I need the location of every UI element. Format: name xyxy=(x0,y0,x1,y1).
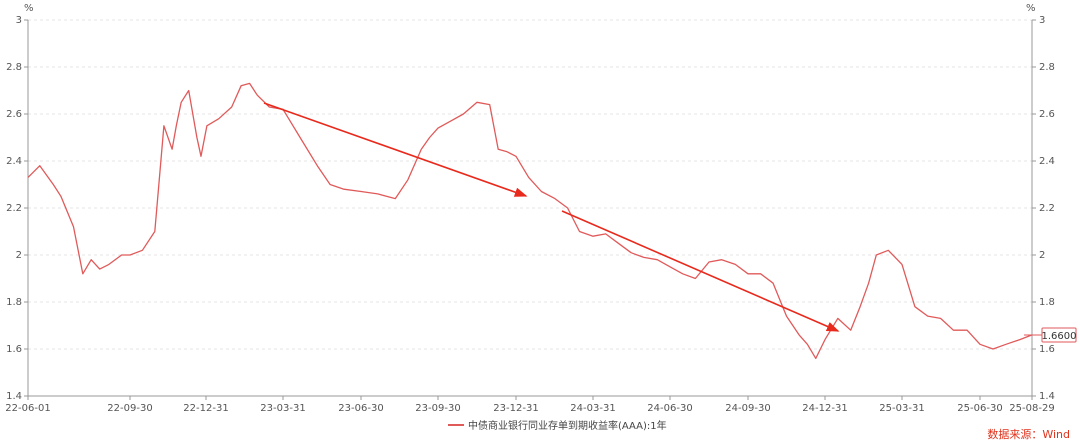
x-ticks: 22-06-01 22-09-30 22-12-31 23-03-31 23-06-30… xyxy=(5,396,1055,414)
y-tick-label-left: 3 xyxy=(16,15,22,26)
x-tick-label: 24-12-31 xyxy=(802,403,847,414)
x-tick-label: 24-09-30 xyxy=(725,403,770,414)
x-tick-label: 23-06-30 xyxy=(338,403,383,414)
trend-arrow-2 xyxy=(561,210,840,332)
y-tick-label-right: 1.4 xyxy=(1039,391,1055,402)
y-tick-label-right: 2.6 xyxy=(1039,109,1055,120)
legend-label: 中债商业银行同业存单到期收益率(AAA):1年 xyxy=(468,419,667,432)
x-tick-label: 23-03-31 xyxy=(260,403,305,414)
y-tick-label-left: 1.8 xyxy=(6,297,22,308)
x-tick-label: 25-06-30 xyxy=(957,403,1002,414)
series-group xyxy=(27,82,1033,360)
x-tick-label: 25-08-29 xyxy=(1009,403,1054,414)
x-tick-label: 22-12-31 xyxy=(183,403,228,414)
trend-arrow-1 xyxy=(263,102,528,197)
x-tick-label: 24-03-31 xyxy=(570,403,615,414)
legend: 中债商业银行同业存单到期收益率(AAA):1年 xyxy=(448,419,667,432)
series-line xyxy=(27,82,1033,360)
left-unit-label: % xyxy=(24,3,34,14)
y-tick-label-right: 1.6 xyxy=(1039,344,1055,355)
x-tick-label: 24-06-30 xyxy=(647,403,692,414)
y-ticks-left: 1.4 1.6 1.8 2 2.2 2.4 2.6 2.8 3 xyxy=(6,15,28,402)
y-tick-label-right: 2.4 xyxy=(1039,156,1055,167)
y-tick-label-left: 2.2 xyxy=(6,203,22,214)
x-tick-label: 22-09-30 xyxy=(107,403,152,414)
source-note: 数据来源：Wind xyxy=(987,428,1070,441)
x-tick-label: 23-12-31 xyxy=(493,403,538,414)
grid-lines xyxy=(28,19,1032,350)
x-tick-label: 22-06-01 xyxy=(5,403,50,414)
y-tick-label-right: 2 xyxy=(1039,250,1045,261)
right-unit-label: % xyxy=(1026,3,1036,14)
y-tick-label-right: 3 xyxy=(1039,15,1045,26)
y-tick-label-left: 2.8 xyxy=(6,62,22,73)
last-value-text: 1.6600 xyxy=(1042,331,1077,342)
x-tick-label: 23-09-30 xyxy=(415,403,460,414)
x-tick-label: 25-03-31 xyxy=(879,403,924,414)
y-tick-label-left: 2 xyxy=(16,250,22,261)
last-value-box xyxy=(1041,327,1077,343)
y-tick-label-left: 2.4 xyxy=(6,156,22,167)
y-tick-label-left: 2.6 xyxy=(6,109,22,120)
y-tick-label-right: 2.2 xyxy=(1039,203,1055,214)
y-tick-label-right: 1.8 xyxy=(1039,297,1055,308)
y-tick-label-left: 1.6 xyxy=(6,344,22,355)
y-tick-label-right: 2.8 xyxy=(1039,62,1055,73)
y-ticks-right: 1.4 1.6 1.8 2 2.2 2.4 2.6 2.8 3 xyxy=(1032,15,1055,402)
last-value-marker: 1.6600 xyxy=(1024,327,1077,343)
y-tick-label-left: 1.4 xyxy=(6,391,22,402)
